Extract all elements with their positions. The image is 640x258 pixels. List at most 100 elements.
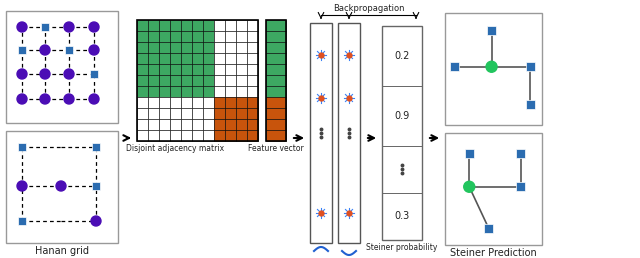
Bar bbox=[487, 26, 496, 35]
Bar bbox=[192, 130, 203, 141]
Bar bbox=[338, 23, 360, 243]
Bar bbox=[214, 108, 225, 119]
Bar bbox=[445, 13, 542, 125]
Bar bbox=[137, 97, 148, 108]
Bar bbox=[266, 64, 286, 75]
Bar bbox=[170, 53, 181, 64]
Circle shape bbox=[17, 94, 27, 104]
Bar bbox=[148, 75, 159, 86]
Bar bbox=[247, 97, 258, 108]
Bar bbox=[266, 119, 286, 130]
Bar bbox=[159, 53, 170, 64]
Text: 0.3: 0.3 bbox=[394, 212, 410, 221]
Bar bbox=[484, 224, 493, 233]
Circle shape bbox=[40, 69, 50, 79]
Circle shape bbox=[91, 216, 101, 226]
Bar bbox=[170, 86, 181, 97]
Bar bbox=[170, 20, 181, 31]
Bar bbox=[192, 86, 203, 97]
Bar bbox=[192, 119, 203, 130]
Bar bbox=[247, 42, 258, 53]
Bar bbox=[203, 64, 214, 75]
Circle shape bbox=[464, 181, 475, 192]
Bar bbox=[236, 53, 247, 64]
Bar bbox=[225, 20, 236, 31]
Bar bbox=[516, 182, 525, 191]
Bar bbox=[6, 131, 118, 243]
Bar bbox=[266, 20, 286, 31]
Bar bbox=[247, 119, 258, 130]
Bar bbox=[236, 64, 247, 75]
Bar bbox=[225, 119, 236, 130]
Bar bbox=[18, 143, 26, 151]
Bar bbox=[181, 86, 192, 97]
Bar bbox=[266, 97, 286, 108]
Bar bbox=[266, 42, 286, 53]
Bar bbox=[214, 86, 225, 97]
Bar bbox=[181, 64, 192, 75]
Bar bbox=[192, 42, 203, 53]
Bar bbox=[465, 149, 474, 158]
Bar bbox=[214, 97, 225, 108]
Bar bbox=[181, 75, 192, 86]
Bar bbox=[148, 42, 159, 53]
Bar bbox=[247, 53, 258, 64]
Bar bbox=[192, 53, 203, 64]
Bar bbox=[247, 31, 258, 42]
Circle shape bbox=[89, 22, 99, 32]
Circle shape bbox=[89, 94, 99, 104]
Bar bbox=[148, 53, 159, 64]
Bar bbox=[159, 108, 170, 119]
Bar bbox=[236, 97, 247, 108]
Text: Steiner Prediction: Steiner Prediction bbox=[450, 248, 537, 258]
Bar bbox=[137, 75, 148, 86]
Circle shape bbox=[89, 45, 99, 55]
Bar bbox=[170, 42, 181, 53]
Bar bbox=[266, 53, 286, 64]
Bar bbox=[41, 23, 49, 31]
Bar bbox=[65, 46, 73, 54]
Bar bbox=[266, 75, 286, 86]
Bar bbox=[225, 130, 236, 141]
Bar bbox=[247, 86, 258, 97]
Bar bbox=[192, 97, 203, 108]
Bar bbox=[6, 11, 118, 123]
Circle shape bbox=[486, 61, 497, 72]
Bar bbox=[203, 31, 214, 42]
Circle shape bbox=[64, 22, 74, 32]
Text: 0.2: 0.2 bbox=[394, 51, 410, 61]
Bar bbox=[18, 217, 26, 225]
Bar bbox=[159, 119, 170, 130]
Bar bbox=[203, 97, 214, 108]
Bar bbox=[137, 20, 258, 141]
Bar bbox=[170, 130, 181, 141]
Bar bbox=[236, 130, 247, 141]
Bar bbox=[192, 31, 203, 42]
Bar bbox=[192, 75, 203, 86]
Bar bbox=[170, 31, 181, 42]
Bar bbox=[445, 133, 542, 245]
Bar bbox=[170, 75, 181, 86]
Bar bbox=[181, 20, 192, 31]
Bar bbox=[382, 26, 422, 240]
Bar bbox=[159, 86, 170, 97]
Bar bbox=[181, 108, 192, 119]
Bar bbox=[137, 53, 148, 64]
Bar bbox=[148, 31, 159, 42]
Bar bbox=[159, 64, 170, 75]
Bar bbox=[137, 86, 148, 97]
Bar bbox=[225, 75, 236, 86]
Bar bbox=[181, 97, 192, 108]
Bar bbox=[148, 108, 159, 119]
Bar bbox=[159, 31, 170, 42]
Bar bbox=[247, 64, 258, 75]
Bar bbox=[236, 119, 247, 130]
Bar bbox=[148, 20, 159, 31]
Bar bbox=[225, 53, 236, 64]
Circle shape bbox=[64, 94, 74, 104]
Circle shape bbox=[17, 69, 27, 79]
Bar bbox=[236, 86, 247, 97]
Bar bbox=[137, 119, 148, 130]
Bar bbox=[137, 108, 148, 119]
Bar bbox=[90, 70, 98, 78]
